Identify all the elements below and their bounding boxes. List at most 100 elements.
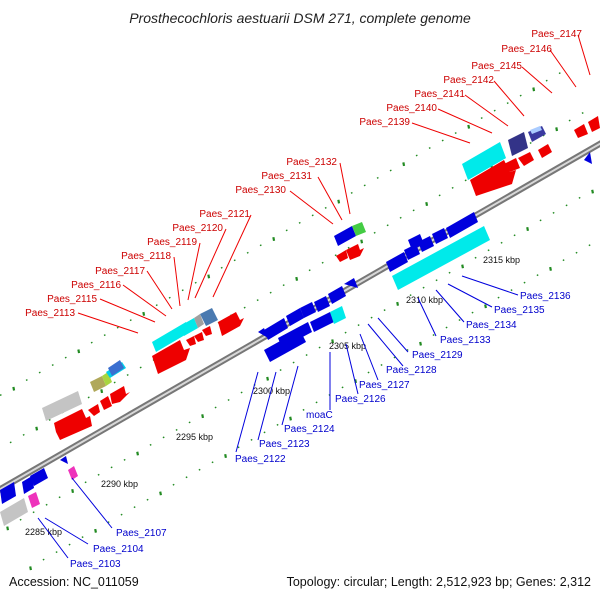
minor-scale-tick	[357, 324, 360, 327]
reverse-gene-labels: Paes_2103 Paes_2104 Paes_2107 Paes_2122 …	[70, 291, 571, 570]
minor-scale-tick	[464, 179, 467, 182]
minor-scale-tick	[334, 254, 337, 257]
gene-forward-arrow	[88, 404, 100, 416]
minor-scale-tick	[575, 251, 578, 254]
minor-scale-tick	[123, 458, 126, 461]
minor-scale-tick	[243, 306, 246, 309]
minor-scale-tick	[233, 259, 236, 262]
major-scale-tick	[201, 414, 205, 419]
gene-reverse-arrow	[30, 468, 48, 486]
major-scale-tick	[549, 266, 552, 271]
accession-text: Accession: NC_011059	[9, 575, 139, 589]
minor-scale-tick	[451, 186, 454, 189]
minor-scale-tick	[386, 224, 389, 227]
minor-scale-tick	[250, 438, 253, 441]
minor-scale-tick	[285, 229, 288, 232]
gene-label: Paes_2118	[121, 251, 171, 262]
minor-scale-tick	[523, 281, 526, 284]
gene-label: Paes_2119	[147, 237, 197, 248]
scale-label: 2305 kbp	[329, 341, 366, 351]
minor-scale-tick	[344, 331, 347, 334]
minor-scale-tick	[25, 379, 28, 382]
gene-blue-box	[278, 322, 312, 348]
minor-scale-tick	[305, 354, 308, 357]
major-scale-tick	[402, 162, 406, 167]
minor-scale-tick	[292, 361, 295, 364]
major-scale-tick	[591, 189, 595, 194]
gene-reverse-arrow	[258, 328, 268, 338]
gene-reverse-arrow	[432, 228, 448, 244]
minor-scale-tick	[341, 386, 344, 389]
gene-forward-arrow	[110, 386, 130, 404]
gene-forward-arrow	[538, 144, 552, 158]
scale-label: 2310 kbp	[406, 295, 443, 305]
minor-scale-tick	[133, 506, 136, 509]
gene-label: Paes_2131	[261, 171, 312, 182]
scale-label: 2300 kbp	[253, 386, 290, 396]
gene-blue-box	[334, 226, 356, 246]
major-scale-tick	[484, 304, 487, 309]
gene-label: Paes_2136	[520, 291, 571, 302]
minor-scale-tick	[256, 299, 259, 302]
minor-scale-tick	[214, 406, 217, 409]
minor-scale-tick	[149, 443, 152, 446]
minor-scale-tick	[432, 334, 435, 337]
gene-blue-box	[446, 212, 478, 238]
gene-forward-arrow	[152, 340, 190, 374]
minor-scale-tick	[578, 196, 581, 199]
major-scale-tick	[331, 339, 335, 344]
minor-scale-tick	[422, 286, 425, 289]
minor-scale-tick	[188, 421, 191, 424]
minor-scale-tick	[181, 289, 184, 292]
gene-forward-arrow	[336, 250, 348, 262]
gene-label: Paes_2132	[286, 157, 337, 168]
major-scale-tick	[461, 264, 465, 269]
gene-label: Paes_2124	[284, 424, 335, 435]
minor-scale-tick	[51, 364, 54, 367]
minor-scale-tick	[87, 396, 90, 399]
gene-reverse-arrow	[60, 456, 68, 464]
minor-scale-tick	[194, 281, 197, 284]
gene-label: Paes_2120	[172, 223, 223, 234]
gene-label: Paes_2127	[359, 380, 410, 391]
minor-scale-tick	[513, 234, 516, 237]
major-scale-tick	[142, 311, 146, 316]
gene-label: Paes_2134	[466, 320, 517, 331]
minor-scale-tick	[259, 244, 262, 247]
minor-scale-tick	[519, 94, 522, 97]
minor-scale-tick	[58, 496, 61, 499]
gene-navy-box	[508, 132, 528, 156]
minor-scale-tick	[269, 291, 272, 294]
minor-scale-tick	[471, 311, 474, 314]
gene-label: Paes_2142	[443, 75, 494, 86]
gene-reverse-arrow	[22, 476, 34, 494]
minor-scale-tick	[500, 241, 503, 244]
gene-label: Paes_2126	[335, 394, 386, 405]
major-scale-tick	[337, 199, 341, 204]
gene-olive-box	[90, 376, 106, 392]
gene-label: Paes_2107	[116, 528, 167, 539]
gene-forward-arrow	[346, 244, 364, 260]
minor-scale-tick	[562, 259, 565, 262]
minor-scale-tick	[22, 433, 25, 436]
minor-scale-tick	[155, 304, 158, 307]
minor-scale-tick	[373, 231, 376, 234]
gene-reverse-arrow	[386, 252, 408, 272]
minor-scale-tick	[367, 371, 370, 374]
minor-scale-tick	[409, 294, 412, 297]
major-scale-tick	[12, 386, 16, 391]
minor-scale-tick	[448, 271, 451, 274]
major-scale-tick	[425, 202, 429, 207]
gene-label: Paes_2141	[414, 89, 465, 100]
minor-scale-tick	[406, 348, 409, 351]
major-scale-tick	[526, 226, 530, 232]
gene-forward-arrow	[588, 116, 600, 132]
major-scale-tick	[6, 526, 10, 531]
gene-label: Paes_2128	[386, 365, 437, 376]
gene-grey-box	[194, 314, 204, 328]
minor-scale-tick	[45, 503, 48, 506]
gene-cyan-box	[180, 318, 198, 336]
minor-scale-tick	[438, 194, 441, 197]
minor-scale-tick	[370, 316, 373, 319]
gene-cyan-box	[330, 306, 346, 324]
